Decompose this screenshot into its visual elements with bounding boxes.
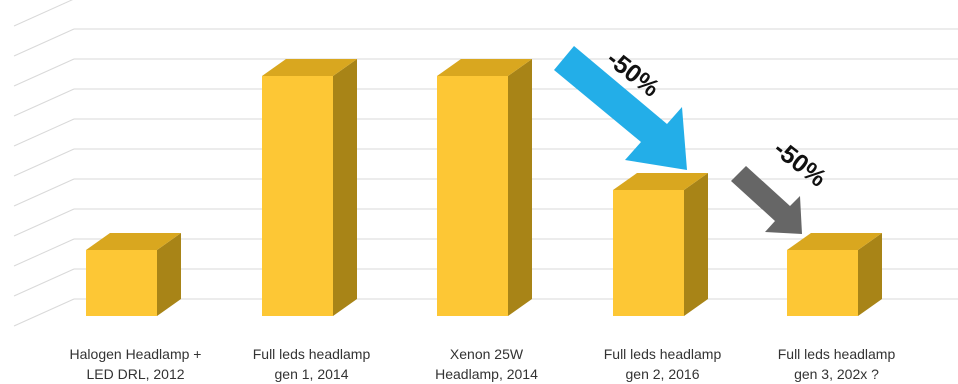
category-label: Full leds headlamp gen 3, 202x ?	[777, 346, 896, 382]
gridline-diagonal	[13, 298, 75, 327]
bar-side	[858, 233, 882, 316]
category-label: Full leds headlamp gen 1, 2014	[252, 346, 371, 382]
bar-top	[437, 59, 532, 76]
bar-top	[787, 233, 882, 250]
gridline-diagonal	[13, 238, 75, 267]
bar-front	[86, 250, 157, 316]
category-label: Full leds headlamp gen 2, 2016	[603, 346, 722, 382]
bar-side	[684, 173, 708, 316]
bar	[613, 173, 708, 316]
bar-top	[86, 233, 181, 250]
gray-arrow-icon	[731, 166, 802, 234]
gridline-diagonal	[13, 268, 75, 297]
gridline-diagonal	[13, 208, 75, 237]
bar	[787, 233, 882, 316]
bar-front	[437, 76, 508, 316]
bars	[86, 59, 882, 316]
bar-top	[613, 173, 708, 190]
gridline-diagonal	[13, 28, 75, 57]
gridline-diagonal	[13, 0, 73, 27]
bar	[262, 59, 357, 316]
gridline-diagonal	[13, 178, 75, 207]
category-label: Halogen Headlamp + LED DRL, 2012	[69, 346, 202, 382]
bar	[86, 233, 181, 316]
annotation-label-2: -50%	[768, 135, 831, 193]
bar-side	[508, 59, 532, 316]
category-label: Xenon 25W Headlamp, 2014	[435, 346, 538, 382]
gridline-diagonal	[13, 118, 75, 147]
bar-top	[262, 59, 357, 76]
bar-front	[613, 190, 684, 316]
bar-side	[157, 233, 181, 316]
blue-arrow-icon	[554, 46, 687, 170]
bar-side	[333, 59, 357, 316]
bar-front	[787, 250, 858, 316]
gridline-diagonal	[13, 148, 75, 177]
gridline-diagonal	[13, 58, 75, 87]
bar-front	[262, 76, 333, 316]
gridline-diagonal	[13, 88, 75, 117]
bar	[437, 59, 532, 316]
